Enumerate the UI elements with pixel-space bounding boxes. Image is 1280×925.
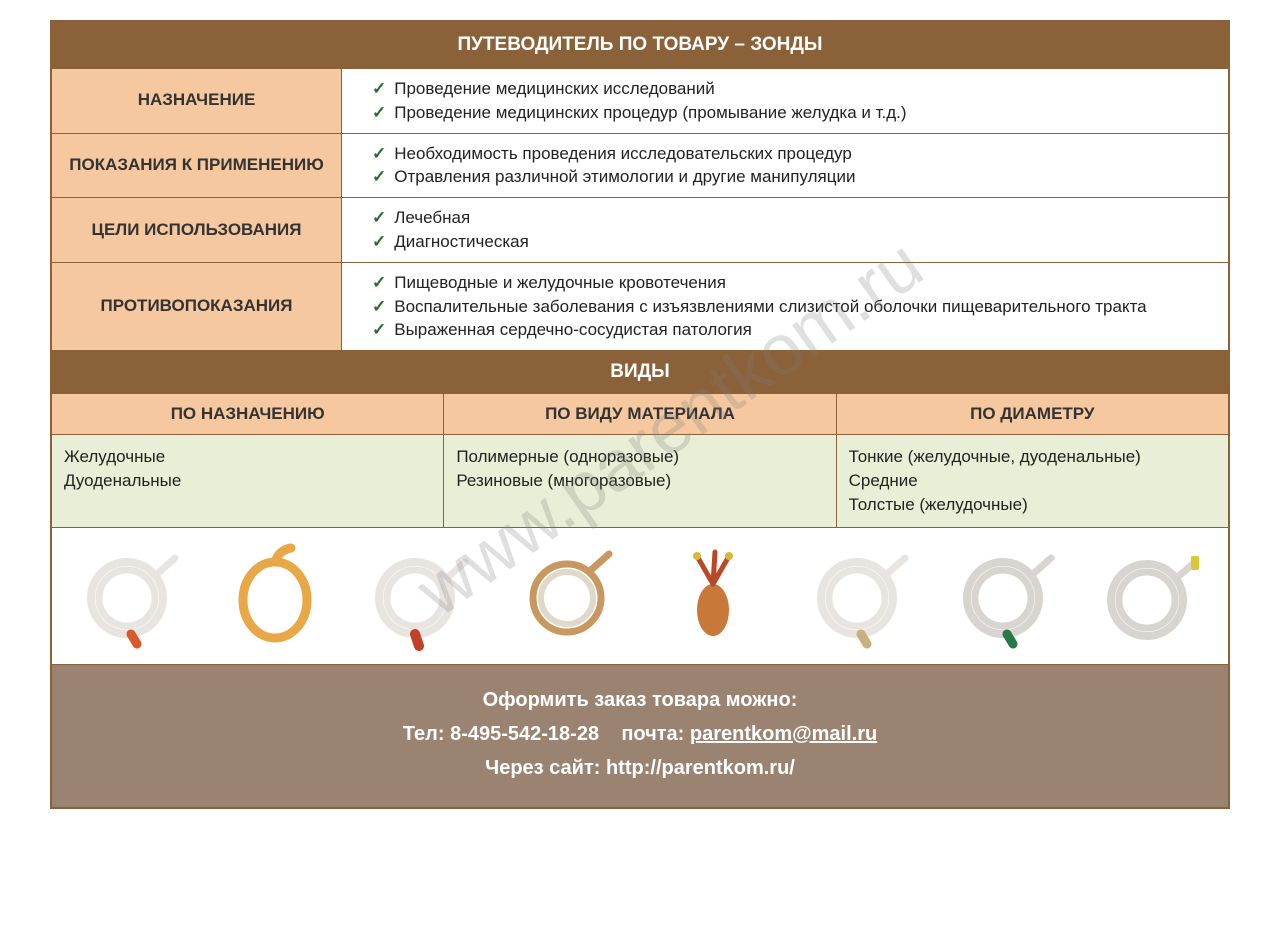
- info-row-content: ЛечебнаяДиагностическая: [342, 198, 1228, 262]
- info-row: НАЗНАЧЕНИЕПроведение медицинских исследо…: [52, 68, 1228, 133]
- info-list-item: Воспалительные заболевания с изъязвления…: [372, 295, 1218, 319]
- footer-mail-link[interactable]: parentkom@mail.ru: [690, 723, 877, 745]
- types-cell-line: Средние: [849, 469, 1216, 493]
- probe-image: [949, 540, 1061, 652]
- info-list-item: Необходимость проведения исследовательск…: [372, 142, 1218, 166]
- footer-site-line: Через сайт: http://parentkom.ru/: [52, 751, 1228, 785]
- info-row-label: ПРОТИВОПОКАЗАНИЯ: [52, 263, 342, 350]
- info-row: ЦЕЛИ ИСПОЛЬЗОВАНИЯЛечебнаяДиагностическа…: [52, 197, 1228, 262]
- info-row-label: ЦЕЛИ ИСПОЛЬЗОВАНИЯ: [52, 198, 342, 262]
- types-header-cell: ПО ДИАМЕТРУ: [836, 394, 1228, 434]
- types-header-cell: ПО ВИДУ МАТЕРИАЛА: [443, 394, 835, 434]
- types-cell-line: Толстые (желудочные): [849, 493, 1216, 517]
- types-title: ВИДЫ: [52, 350, 1228, 393]
- product-images-row: [52, 527, 1228, 664]
- info-row-content: Пищеводные и желудочные кровотеченияВосп…: [342, 263, 1228, 350]
- info-row: ПОКАЗАНИЯ К ПРИМЕНЕНИЮ Необходимость пров…: [52, 133, 1228, 198]
- types-cell-line: Полимерные (одноразовые): [456, 445, 823, 469]
- info-row-content: Проведение медицинских исследованийПрове…: [342, 69, 1228, 133]
- info-list-item: Пищеводные и желудочные кровотечения: [372, 271, 1218, 295]
- info-list-item: Отравления различной этимологии и другие…: [372, 165, 1218, 189]
- types-cell-line: Тонкие (желудочные, дуоденальные): [849, 445, 1216, 469]
- probe-image: [73, 540, 185, 652]
- footer-site-label: Через сайт:: [485, 757, 600, 779]
- types-cell-line: Резиновые (многоразовые): [456, 469, 823, 493]
- probe-image: [1095, 540, 1207, 652]
- info-list-item: Лечебная: [372, 206, 1218, 230]
- info-row-label: ПОКАЗАНИЯ К ПРИМЕНЕНИЮ: [52, 134, 342, 198]
- info-row: ПРОТИВОПОКАЗАНИЯПищеводные и желудочные …: [52, 262, 1228, 350]
- info-row-content: Необходимость проведения исследовательск…: [342, 134, 1228, 198]
- guide-title: ПУТЕВОДИТЕЛЬ ПО ТОВАРУ – ЗОНДЫ: [52, 22, 1228, 68]
- types-cell: ЖелудочныеДуоденальные: [52, 435, 443, 526]
- types-cell-line: Дуоденальные: [64, 469, 431, 493]
- footer: Оформить заказ товара можно: Тел: 8-495-…: [52, 664, 1228, 807]
- footer-order-text: Оформить заказ товара можно:: [52, 683, 1228, 717]
- probe-image: [803, 540, 915, 652]
- footer-mail-label: почта:: [621, 723, 684, 745]
- types-cell: Тонкие (желудочные, дуоденальные)Средние…: [836, 435, 1228, 526]
- probe-image: [365, 540, 477, 652]
- types-cell: Полимерные (одноразовые)Резиновые (много…: [443, 435, 835, 526]
- types-cell-line: Желудочные: [64, 445, 431, 469]
- info-list-item: Диагностическая: [372, 230, 1218, 254]
- probe-image: [657, 540, 769, 652]
- footer-tel: 8-495-542-18-28: [450, 723, 599, 745]
- probe-image: [219, 540, 331, 652]
- types-content-row: ЖелудочныеДуоденальные Полимерные (однор…: [52, 434, 1228, 526]
- info-row-label: НАЗНАЧЕНИЕ: [52, 69, 342, 133]
- types-header-row: ПО НАЗНАЧЕНИЮ ПО ВИДУ МАТЕРИАЛА ПО ДИАМЕ…: [52, 393, 1228, 434]
- probe-image: [511, 540, 623, 652]
- footer-contact-line: Тел: 8-495-542-18-28 почта: parentkom@ma…: [52, 717, 1228, 751]
- guide-container: ПУТЕВОДИТЕЛЬ ПО ТОВАРУ – ЗОНДЫ НАЗНАЧЕНИ…: [50, 20, 1230, 809]
- footer-tel-label: Тел:: [403, 723, 445, 745]
- footer-site-link[interactable]: http://parentkom.ru/: [606, 757, 795, 779]
- info-list-item: Проведение медицинских процедур (промыва…: [372, 101, 1218, 125]
- types-header-cell: ПО НАЗНАЧЕНИЮ: [52, 394, 443, 434]
- info-list-item: Выраженная сердечно-сосудистая патология: [372, 318, 1218, 342]
- info-list-item: Проведение медицинских исследований: [372, 77, 1218, 101]
